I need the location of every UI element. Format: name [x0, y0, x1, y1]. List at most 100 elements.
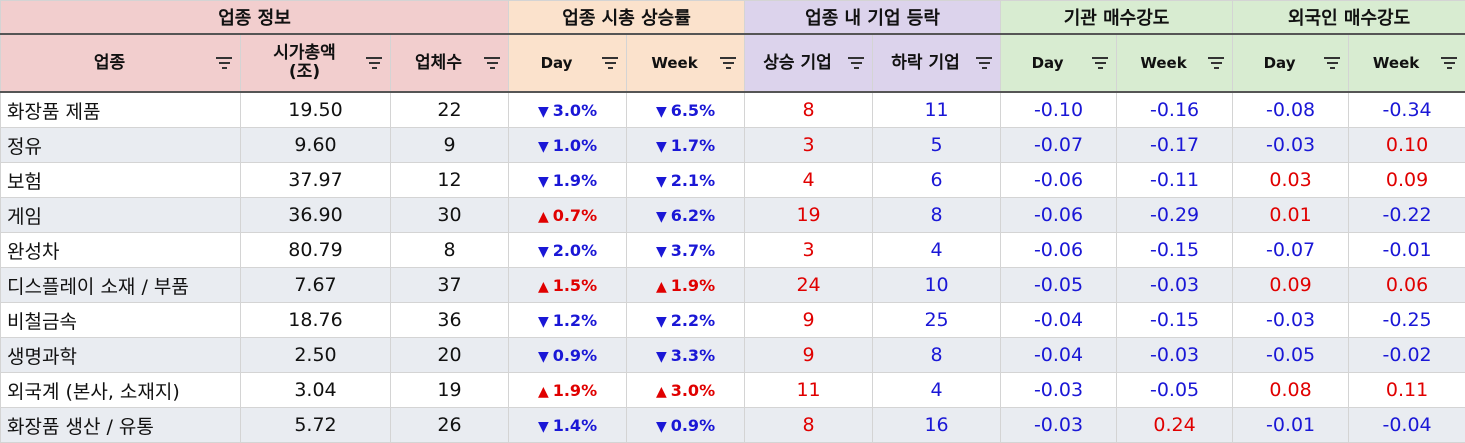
percent-value: 3.0%	[553, 101, 597, 120]
filter-icon[interactable]	[1092, 56, 1108, 70]
sector-name: 디스플레이 소재 / 부품	[1, 268, 241, 303]
mcap-day-change: ▲1.9%	[509, 373, 627, 408]
filter-icon[interactable]	[484, 56, 500, 70]
inst-week-value: -0.05	[1117, 373, 1233, 408]
market-cap-value: 36.90	[241, 198, 391, 233]
rising-count: 3	[745, 128, 873, 163]
group-header-sector-info: 업종 정보	[1, 1, 509, 35]
filter-icon[interactable]	[216, 56, 232, 70]
col-header-rising[interactable]: 상승 기업	[745, 34, 873, 92]
col-header-label: Week	[651, 54, 697, 73]
mcap-week-change: ▲3.0%	[627, 373, 745, 408]
company-count-value: 37	[391, 268, 509, 303]
sector-name: 정유	[1, 128, 241, 163]
sector-name: 게임	[1, 198, 241, 233]
percent-value: 6.2%	[671, 206, 715, 225]
company-count-value: 26	[391, 408, 509, 443]
foreign-day-value: -0.01	[1233, 408, 1349, 443]
mcap-week-change: ▼1.7%	[627, 128, 745, 163]
triangle-down-icon: ▼	[656, 104, 667, 120]
falling-count: 8	[873, 198, 1001, 233]
foreign-day-value: 0.03	[1233, 163, 1349, 198]
rising-count: 8	[745, 408, 873, 443]
triangle-down-icon: ▼	[538, 419, 549, 435]
triangle-down-icon: ▼	[656, 314, 667, 330]
falling-count: 11	[873, 92, 1001, 128]
col-header-foreign-week[interactable]: Week	[1349, 34, 1465, 92]
col-header-sector[interactable]: 업종	[1, 34, 241, 92]
col-header-inst-week[interactable]: Week	[1117, 34, 1233, 92]
triangle-up-icon: ▲	[656, 384, 667, 400]
mcap-day-change: ▼2.0%	[509, 233, 627, 268]
rising-count: 24	[745, 268, 873, 303]
mcap-week-change: ▼3.3%	[627, 338, 745, 373]
foreign-week-value: -0.34	[1349, 92, 1465, 128]
col-header-market-cap[interactable]: 시가총액(조)	[241, 34, 391, 92]
filter-icon[interactable]	[976, 56, 992, 70]
col-header-label: 하락 기업	[891, 54, 959, 73]
col-header-label: Week	[1140, 54, 1186, 73]
falling-count: 16	[873, 408, 1001, 443]
col-header-label: 시가총액	[273, 44, 336, 63]
mcap-week-change: ▼6.2%	[627, 198, 745, 233]
triangle-down-icon: ▼	[538, 104, 549, 120]
inst-day-value: -0.06	[1001, 233, 1117, 268]
col-header-foreign-day[interactable]: Day	[1233, 34, 1349, 92]
group-header-row: 업종 정보 업종 시총 상승률 업종 내 기업 등락 기관 매수강도 외국인 매…	[1, 1, 1465, 35]
filter-icon[interactable]	[366, 56, 382, 70]
triangle-down-icon: ▼	[656, 139, 667, 155]
col-header-company-count[interactable]: 업체수	[391, 34, 509, 92]
filter-icon[interactable]	[1208, 56, 1224, 70]
col-header-mcap-week[interactable]: Week	[627, 34, 745, 92]
triangle-down-icon: ▼	[538, 314, 549, 330]
col-header-label: Day	[541, 54, 573, 73]
percent-value: 1.9%	[553, 171, 597, 190]
triangle-up-icon: ▲	[538, 209, 549, 225]
mcap-week-change: ▼0.9%	[627, 408, 745, 443]
col-header-label: Day	[1032, 54, 1064, 73]
company-count-value: 36	[391, 303, 509, 338]
sector-name: 완성차	[1, 233, 241, 268]
col-header-label: Day	[1264, 54, 1296, 73]
col-header-falling[interactable]: 하락 기업	[873, 34, 1001, 92]
mcap-day-change: ▲0.7%	[509, 198, 627, 233]
col-header-inst-day[interactable]: Day	[1001, 34, 1117, 92]
filter-icon[interactable]	[1441, 56, 1457, 70]
mcap-day-change: ▼0.9%	[509, 338, 627, 373]
col-header-mcap-day[interactable]: Day	[509, 34, 627, 92]
foreign-week-value: -0.02	[1349, 338, 1465, 373]
filter-icon[interactable]	[720, 56, 736, 70]
filter-icon[interactable]	[848, 56, 864, 70]
inst-day-value: -0.04	[1001, 338, 1117, 373]
group-header-foreign-flow: 외국인 매수강도	[1233, 1, 1465, 35]
percent-value: 1.2%	[553, 311, 597, 330]
rising-count: 8	[745, 92, 873, 128]
sector-name: 생명과학	[1, 338, 241, 373]
filter-icon[interactable]	[602, 56, 618, 70]
group-header-breadth: 업종 내 기업 등락	[745, 1, 1001, 35]
triangle-down-icon: ▼	[656, 244, 667, 260]
filter-icon[interactable]	[1324, 56, 1340, 70]
mcap-day-change: ▼1.0%	[509, 128, 627, 163]
mcap-day-change: ▲1.5%	[509, 268, 627, 303]
percent-value: 1.7%	[671, 136, 715, 155]
percent-value: 6.5%	[671, 101, 715, 120]
percent-value: 1.4%	[553, 416, 597, 435]
mcap-day-change: ▼1.9%	[509, 163, 627, 198]
mcap-week-change: ▼2.2%	[627, 303, 745, 338]
company-count-value: 12	[391, 163, 509, 198]
market-cap-value: 80.79	[241, 233, 391, 268]
market-cap-value: 5.72	[241, 408, 391, 443]
